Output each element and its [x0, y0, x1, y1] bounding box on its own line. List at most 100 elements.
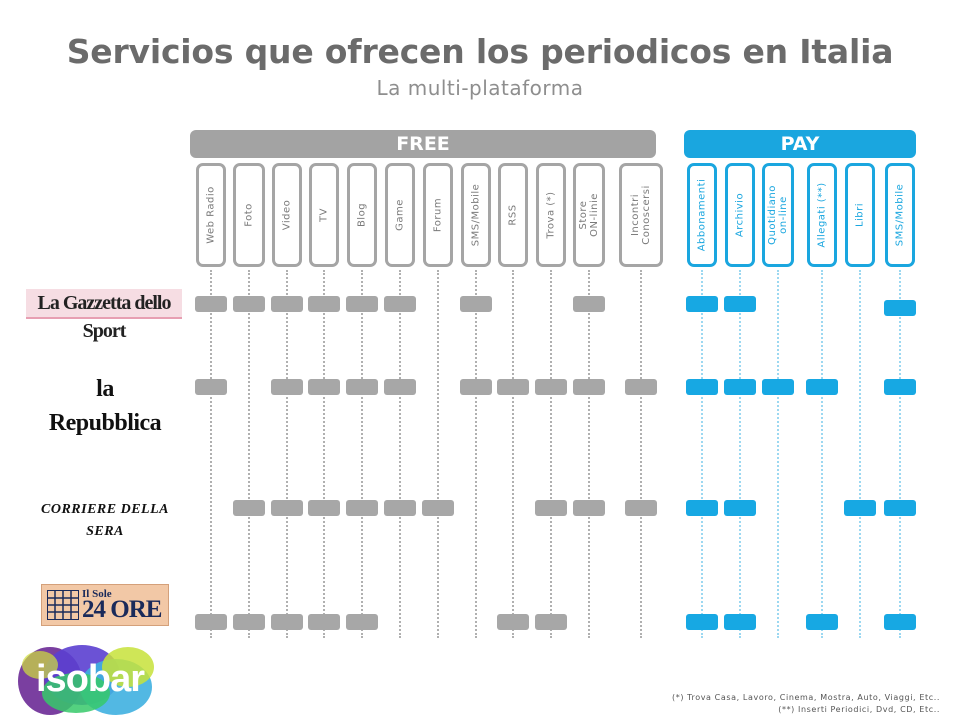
free-service-marker — [573, 379, 605, 395]
repubblica-logo: la Repubblica — [48, 376, 162, 436]
free-service-marker — [422, 500, 454, 516]
pay-service-marker — [806, 614, 838, 630]
pay-guide-line — [739, 270, 741, 638]
free-column-label: SMS/Mobile — [470, 183, 482, 247]
free-service-marker — [308, 296, 340, 312]
pay-service-marker — [806, 379, 838, 395]
free-service-marker — [233, 614, 265, 630]
pay-column-header: Allegati (**) — [807, 163, 837, 267]
free-guide-line — [475, 270, 477, 638]
free-service-marker — [271, 614, 303, 630]
pay-guide-line — [859, 270, 861, 638]
free-banner: FREE — [190, 130, 656, 158]
free-guide-line — [399, 270, 401, 638]
free-guide-line — [323, 270, 325, 638]
free-guide-line — [210, 270, 212, 638]
pay-service-marker — [724, 296, 756, 312]
pay-guide-line — [777, 270, 779, 638]
gazzetta-logo: La Gazzetta dello Sport — [26, 289, 182, 342]
pay-service-marker — [844, 500, 876, 516]
isobar-blob-icon — [18, 645, 154, 715]
free-service-marker — [625, 379, 657, 395]
free-guide-line — [588, 270, 590, 638]
free-service-marker — [233, 500, 265, 516]
pay-service-marker — [724, 379, 756, 395]
free-service-marker — [346, 296, 378, 312]
pay-column-label: Abbonamenti — [696, 178, 708, 252]
pay-service-marker — [884, 614, 916, 630]
pay-column-label: Allegati (**) — [816, 182, 828, 248]
free-column-header: Forum — [423, 163, 453, 267]
free-column-label: Store ON-linie — [578, 193, 600, 237]
free-guide-line — [248, 270, 250, 638]
free-column-header: Game — [385, 163, 415, 267]
corriere-logo: CORRIERE DELLA SERA — [41, 502, 169, 539]
free-service-marker — [271, 500, 303, 516]
free-service-marker — [625, 500, 657, 516]
free-guide-line — [361, 270, 363, 638]
pay-column-label: SMS/Mobile — [894, 183, 906, 247]
free-column-label: Incontri Conoscersi — [630, 185, 652, 245]
pay-service-marker — [762, 379, 794, 395]
free-service-marker — [195, 379, 227, 395]
sole-grid-icon — [47, 590, 79, 620]
free-service-marker — [308, 500, 340, 516]
pay-column-header: Quotidiano on-line — [762, 163, 794, 267]
free-column-header: SMS/Mobile — [461, 163, 491, 267]
pay-service-marker — [724, 500, 756, 516]
pay-guide-line — [701, 270, 703, 638]
free-service-marker — [497, 379, 529, 395]
free-column-header: Foto — [233, 163, 265, 267]
free-service-marker — [535, 500, 567, 516]
free-service-marker — [346, 500, 378, 516]
pay-banner: PAY — [684, 130, 916, 158]
free-guide-line — [640, 270, 642, 638]
free-service-marker — [535, 614, 567, 630]
free-service-marker — [308, 379, 340, 395]
pay-service-marker — [686, 379, 718, 395]
sole-small-text: Il Sole — [82, 588, 112, 600]
pay-column-header: SMS/Mobile — [885, 163, 915, 267]
pay-service-marker — [884, 379, 916, 395]
free-column-label: Game — [394, 199, 406, 231]
free-guide-line — [550, 270, 552, 638]
free-service-marker — [384, 379, 416, 395]
pay-column-label: Archivio — [734, 192, 746, 238]
free-column-header: Incontri Conoscersi — [619, 163, 663, 267]
pay-service-marker — [884, 500, 916, 516]
isobar-wordmark: isobar — [36, 658, 145, 700]
free-service-marker — [195, 296, 227, 312]
free-column-label: Web Radio — [205, 186, 217, 244]
free-service-marker — [460, 379, 492, 395]
free-column-label: TV — [318, 208, 330, 222]
footnote-allegati: (**) Inserti Periodici, Dvd, CD, Etc.. — [778, 705, 940, 714]
free-column-label: Trova (*) — [545, 191, 557, 239]
free-service-marker — [308, 614, 340, 630]
pay-service-marker — [724, 614, 756, 630]
free-service-marker — [573, 296, 605, 312]
free-service-marker — [497, 614, 529, 630]
free-column-header: Web Radio — [196, 163, 226, 267]
pay-column-header: Abbonamenti — [687, 163, 717, 267]
free-column-header: TV — [309, 163, 339, 267]
footnote-trova: (*) Trova Casa, Lavoro, Cinema, Mostra, … — [672, 693, 940, 702]
pay-guide-line — [821, 270, 823, 638]
free-guide-line — [437, 270, 439, 638]
free-service-marker — [346, 379, 378, 395]
free-service-marker — [384, 500, 416, 516]
free-column-label: Blog — [356, 202, 368, 228]
free-column-header: Store ON-linie — [573, 163, 605, 267]
free-service-marker — [271, 379, 303, 395]
pay-column-label: Quotidiano on-line — [767, 185, 789, 245]
pay-column-header: Archivio — [725, 163, 755, 267]
free-column-label: RSS — [507, 204, 519, 226]
free-service-marker — [535, 379, 567, 395]
sole-24-ore-logo: Il Sole 24 ORE — [41, 584, 169, 626]
free-service-marker — [195, 614, 227, 630]
free-service-marker — [573, 500, 605, 516]
free-guide-line — [512, 270, 514, 638]
free-column-label: Video — [281, 199, 293, 231]
pay-column-header: Libri — [845, 163, 875, 267]
free-service-marker — [384, 296, 416, 312]
pay-service-marker — [686, 500, 718, 516]
